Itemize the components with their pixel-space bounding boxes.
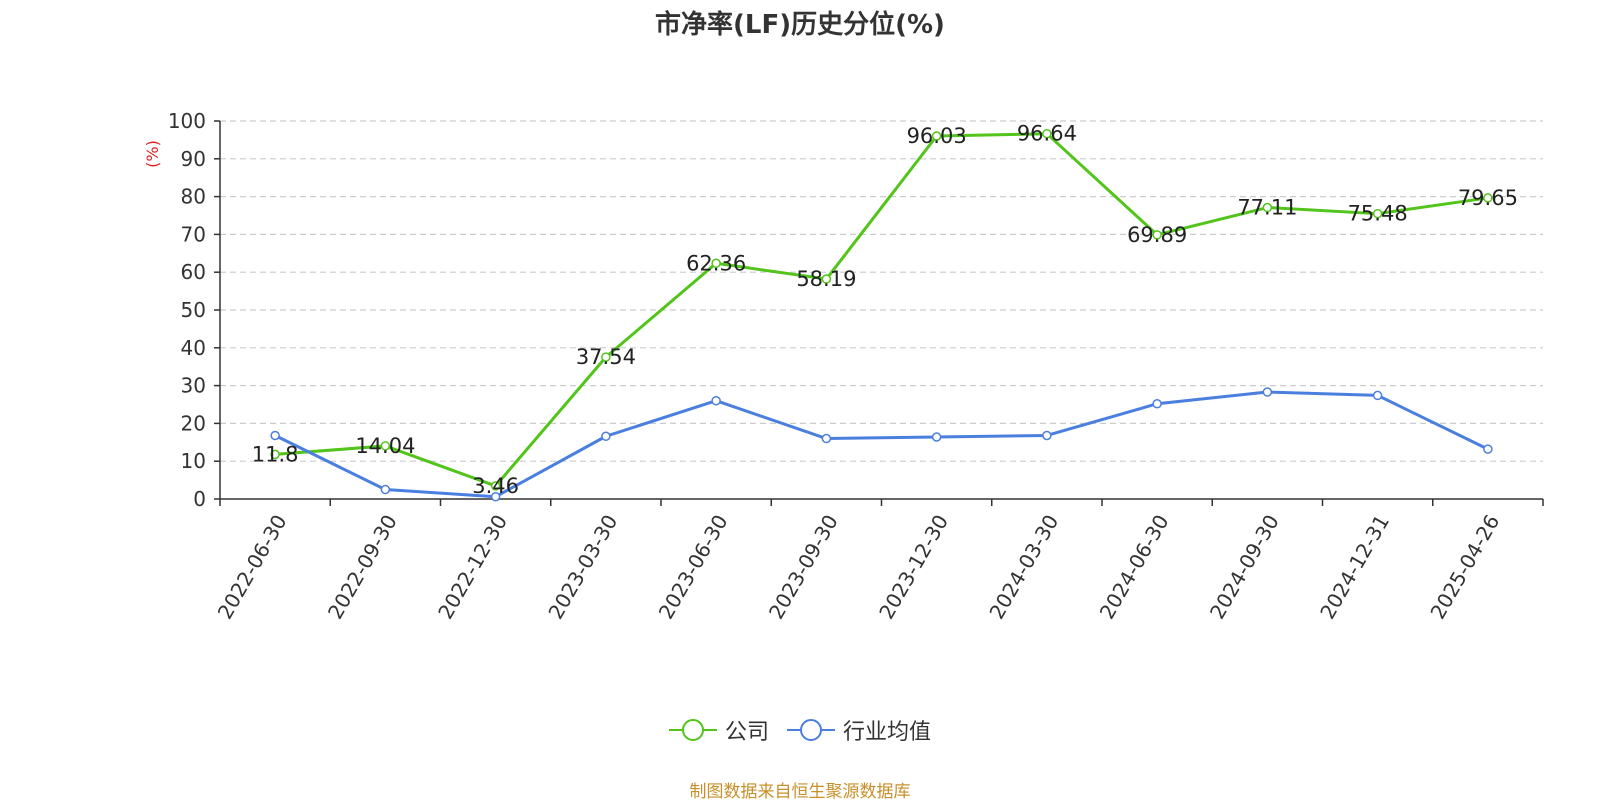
x-tick-label: 2024-06-30 bbox=[1095, 511, 1174, 624]
data-point bbox=[1262, 387, 1273, 397]
x-tick-label: 2023-12-30 bbox=[874, 511, 953, 624]
series bbox=[270, 128, 1493, 502]
data-point bbox=[711, 258, 721, 269]
data-point bbox=[821, 274, 832, 284]
data-point bbox=[931, 432, 942, 442]
data-label: 11.8 bbox=[252, 442, 299, 466]
data-point bbox=[1152, 230, 1162, 240]
legend-item-company[interactable]: 公司 bbox=[668, 714, 769, 746]
data-point bbox=[1483, 193, 1493, 203]
data-point bbox=[380, 441, 391, 451]
legend-item-industry-avg[interactable]: 行业均值 bbox=[787, 714, 931, 746]
x-tick-label: 2025-04-26 bbox=[1425, 511, 1504, 624]
data-label: 37.54 bbox=[576, 345, 636, 369]
data-point bbox=[601, 431, 611, 442]
chart-title: 市净率(LF)历史分位(%) bbox=[655, 10, 945, 40]
x-tick-label: 2023-06-30 bbox=[654, 511, 733, 624]
y-tick-label: 60 bbox=[181, 260, 206, 284]
data-point bbox=[1152, 398, 1162, 409]
data-point bbox=[1042, 430, 1052, 441]
y-tick-label: 70 bbox=[181, 222, 206, 246]
y-tick-label: 10 bbox=[181, 449, 206, 473]
data-point bbox=[380, 484, 391, 495]
axes: 0 10 20 30 40 50 60 70 80 90 100 2022-06-30 2022-09-… bbox=[168, 109, 1544, 624]
x-tick-label: 2024-09-30 bbox=[1205, 511, 1284, 624]
y-tick-label: 50 bbox=[181, 298, 206, 322]
y-tick-label: 80 bbox=[181, 185, 206, 209]
data-label: 62.36 bbox=[686, 251, 746, 275]
x-tick-label: 2022-12-30 bbox=[433, 511, 512, 624]
y-tick-label: 0 bbox=[193, 487, 206, 511]
x-tick-label: 2023-03-30 bbox=[543, 511, 622, 624]
x-tick-label: 2024-12-31 bbox=[1315, 511, 1394, 624]
y-tick-label: 30 bbox=[181, 374, 206, 398]
y-tick-label: 100 bbox=[168, 109, 206, 133]
series-line bbox=[275, 132, 1489, 488]
data-point bbox=[821, 433, 832, 444]
x-tick-label: 2024-03-30 bbox=[984, 511, 1063, 624]
data-point bbox=[1262, 202, 1273, 213]
data-point bbox=[1372, 390, 1383, 401]
legend-label: 公司 bbox=[724, 720, 769, 745]
data-point bbox=[490, 491, 501, 502]
data-point bbox=[1372, 208, 1383, 219]
legend-line-icon bbox=[668, 719, 717, 741]
source-note: 制图数据来自恒生聚源数据库 bbox=[689, 782, 911, 802]
data-point bbox=[270, 449, 280, 460]
x-tick-label: 2023-09-30 bbox=[764, 511, 843, 624]
legend: 公司 行业均值 bbox=[0, 714, 1600, 746]
y-tick-label: 40 bbox=[181, 336, 206, 360]
data-label: 79.65 bbox=[1458, 186, 1518, 210]
y-tick-label: 90 bbox=[181, 147, 206, 171]
data-point bbox=[490, 481, 501, 491]
data-label: 96.64 bbox=[1017, 122, 1077, 146]
data-point bbox=[711, 395, 721, 406]
data-point bbox=[1042, 128, 1052, 139]
data-label: 58.19 bbox=[796, 267, 856, 291]
data-label: 77.11 bbox=[1237, 196, 1297, 220]
data-point bbox=[270, 430, 280, 441]
data-point bbox=[601, 352, 611, 362]
data-label: 3.46 bbox=[472, 474, 519, 498]
y-tick-label: 20 bbox=[181, 411, 206, 435]
legend-line-icon bbox=[787, 719, 835, 741]
data-label: 69.89 bbox=[1127, 223, 1187, 247]
x-tick-label: 2022-06-30 bbox=[213, 511, 292, 624]
x-tick-label: 2022-09-30 bbox=[323, 511, 402, 624]
data-point bbox=[931, 131, 942, 141]
y-axis-label: (%) bbox=[143, 140, 162, 168]
legend-label: 行业均值 bbox=[843, 720, 932, 745]
data-label: 96.03 bbox=[907, 124, 967, 148]
data-label: 14.04 bbox=[355, 434, 415, 458]
data-labels: 11.8 14.04 3.46 37.54 62.36 58.19 96.03 96.64 69… bbox=[252, 122, 1518, 498]
data-label: 75.48 bbox=[1348, 202, 1408, 226]
series-line bbox=[274, 390, 1489, 499]
data-point bbox=[1483, 444, 1493, 454]
grid-lines bbox=[220, 120, 1543, 462]
